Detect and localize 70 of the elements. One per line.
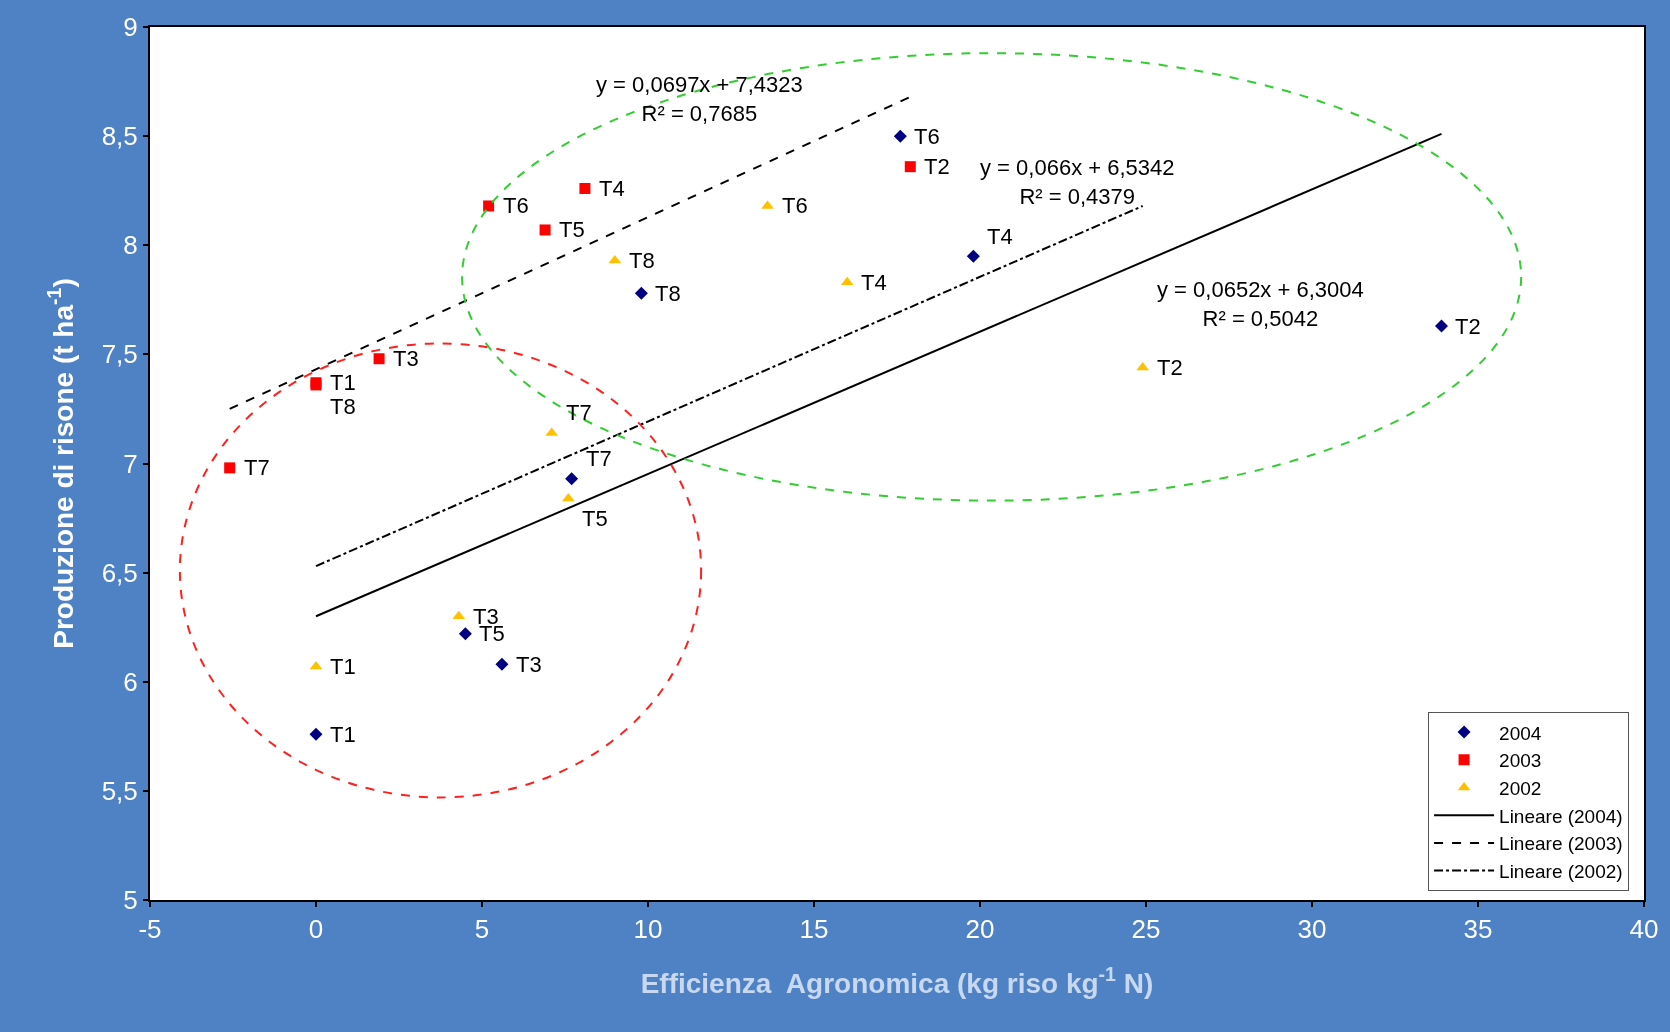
annotation: T4 xyxy=(861,270,887,295)
point xyxy=(224,462,236,474)
annotation: T2 xyxy=(924,154,950,179)
annotation: T1 xyxy=(330,654,356,679)
y-tick-label: 7 xyxy=(123,448,138,479)
annotation: T1 xyxy=(330,370,356,395)
y-tick-label: 8 xyxy=(123,230,138,261)
y-tick-label: 5,5 xyxy=(101,775,138,806)
legend-label: Lineare (2004) xyxy=(1499,805,1623,827)
y-tick-label: 6 xyxy=(123,666,138,697)
point xyxy=(539,224,551,236)
point xyxy=(1434,319,1448,333)
annotation: T6 xyxy=(782,193,808,218)
point xyxy=(373,353,385,365)
y-tick-label: 7,5 xyxy=(101,339,138,370)
annotation: y = 0,066x + 6,5342 R² = 0,4379 xyxy=(980,155,1175,209)
annotation: T3 xyxy=(516,652,542,677)
annotation: y = 0,0697x + 7,4323 R² = 0,7685 xyxy=(596,72,803,126)
annotation: T7 xyxy=(566,400,592,425)
annotation: T4 xyxy=(987,224,1013,249)
point xyxy=(904,161,916,173)
annotation: T4 xyxy=(599,176,625,201)
x-tick-label: -5 xyxy=(138,914,162,945)
point xyxy=(495,657,509,671)
legend-label: Lineare (2003) xyxy=(1499,833,1623,855)
point xyxy=(579,183,591,195)
point xyxy=(458,627,472,641)
x-tick-label: 5 xyxy=(474,914,490,945)
annotation: T6 xyxy=(914,124,940,149)
annotation: T5 xyxy=(559,217,585,242)
point xyxy=(966,249,980,263)
y-tick-label: 5 xyxy=(123,885,138,916)
annotation: T5 xyxy=(582,506,608,531)
x-axis-title: Efficienza Agronomica (kg riso kg$^{-1}$ N) xyxy=(640,963,1154,999)
annotation: T2 xyxy=(1157,355,1183,380)
x-tick-label: 35 xyxy=(1463,914,1493,945)
x-tick-label: 10 xyxy=(633,914,663,945)
point xyxy=(309,660,323,670)
point xyxy=(309,727,323,741)
annotation: T6 xyxy=(503,193,529,218)
point xyxy=(634,286,648,300)
annotation: T7 xyxy=(244,455,270,480)
legend-label: 2003 xyxy=(1499,750,1542,772)
x-tick-label: 25 xyxy=(1131,914,1161,945)
y-tick-label: 9 xyxy=(123,12,138,43)
y-tick-label: 8,5 xyxy=(101,121,138,152)
point xyxy=(840,276,854,286)
annotation: T8 xyxy=(655,281,681,306)
point xyxy=(452,610,466,620)
legend-label: 2004 xyxy=(1499,722,1542,744)
x-tick-label: 40 xyxy=(1629,914,1659,945)
point xyxy=(483,200,495,212)
point xyxy=(893,129,907,143)
annotation: T3 xyxy=(393,346,419,371)
annotation: T7 xyxy=(586,446,612,471)
y-tick-label: 6,5 xyxy=(101,557,138,588)
point xyxy=(561,492,575,502)
x-tick-label: 20 xyxy=(965,914,995,945)
legend-label: Lineare (2002) xyxy=(1499,861,1623,883)
annotation: T8 xyxy=(629,248,655,273)
x-tick-label: 30 xyxy=(1297,914,1327,945)
annotation: T2 xyxy=(1455,314,1481,339)
point xyxy=(565,472,579,486)
legend-label: 2002 xyxy=(1499,777,1542,799)
annotation: T8 xyxy=(330,394,356,419)
annotation: T1 xyxy=(330,722,356,747)
x-tick-label: 0 xyxy=(308,914,324,945)
x-tick-label: 15 xyxy=(799,914,829,945)
point xyxy=(1136,361,1150,371)
annotation: y = 0,0652x + 6,3004 R² = 0,5042 xyxy=(1157,277,1364,331)
